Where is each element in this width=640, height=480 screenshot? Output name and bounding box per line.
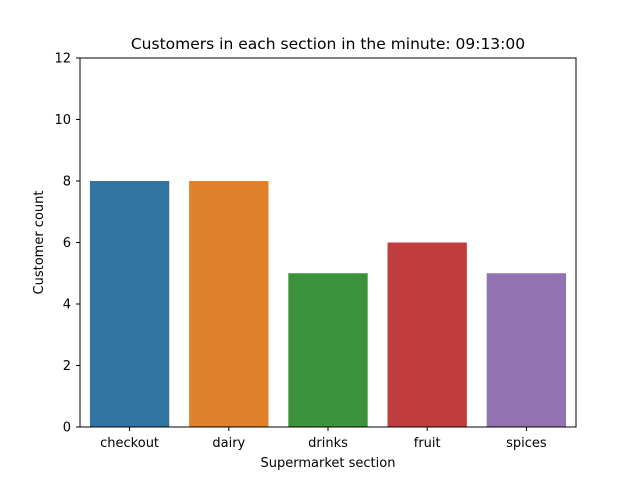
x-axis: checkout dairy drinks fruit spices (100, 427, 547, 451)
y-tick-label-12: 12 (54, 52, 71, 67)
y-tick-label-0: 0 (63, 421, 71, 436)
bar-fruit (387, 242, 467, 427)
x-tick-label-drinks: drinks (308, 436, 348, 451)
x-tick-label-dairy: dairy (212, 436, 245, 451)
y-tick-label-4: 4 (63, 298, 71, 313)
y-tick-label-6: 6 (63, 236, 71, 251)
x-tick-label-spices: spices (506, 436, 547, 451)
bar-checkout (89, 181, 170, 427)
y-tick-label-10: 10 (54, 113, 71, 128)
x-tick-label-fruit: fruit (414, 436, 441, 451)
bar-dairy (189, 181, 269, 427)
bar-spices (486, 273, 567, 427)
y-axis: 0 2 4 6 8 10 12 (54, 52, 80, 436)
y-tick-label-8: 8 (63, 175, 71, 190)
chart-title: Customers in each section in the minute:… (131, 35, 525, 53)
y-tick-label-2: 2 (63, 359, 71, 374)
y-axis-label: Customer count (32, 191, 47, 295)
x-tick-label-checkout: checkout (100, 436, 159, 451)
bars-group (89, 181, 567, 427)
x-axis-label: Supermarket section (261, 456, 396, 471)
bar-drinks (288, 273, 368, 427)
